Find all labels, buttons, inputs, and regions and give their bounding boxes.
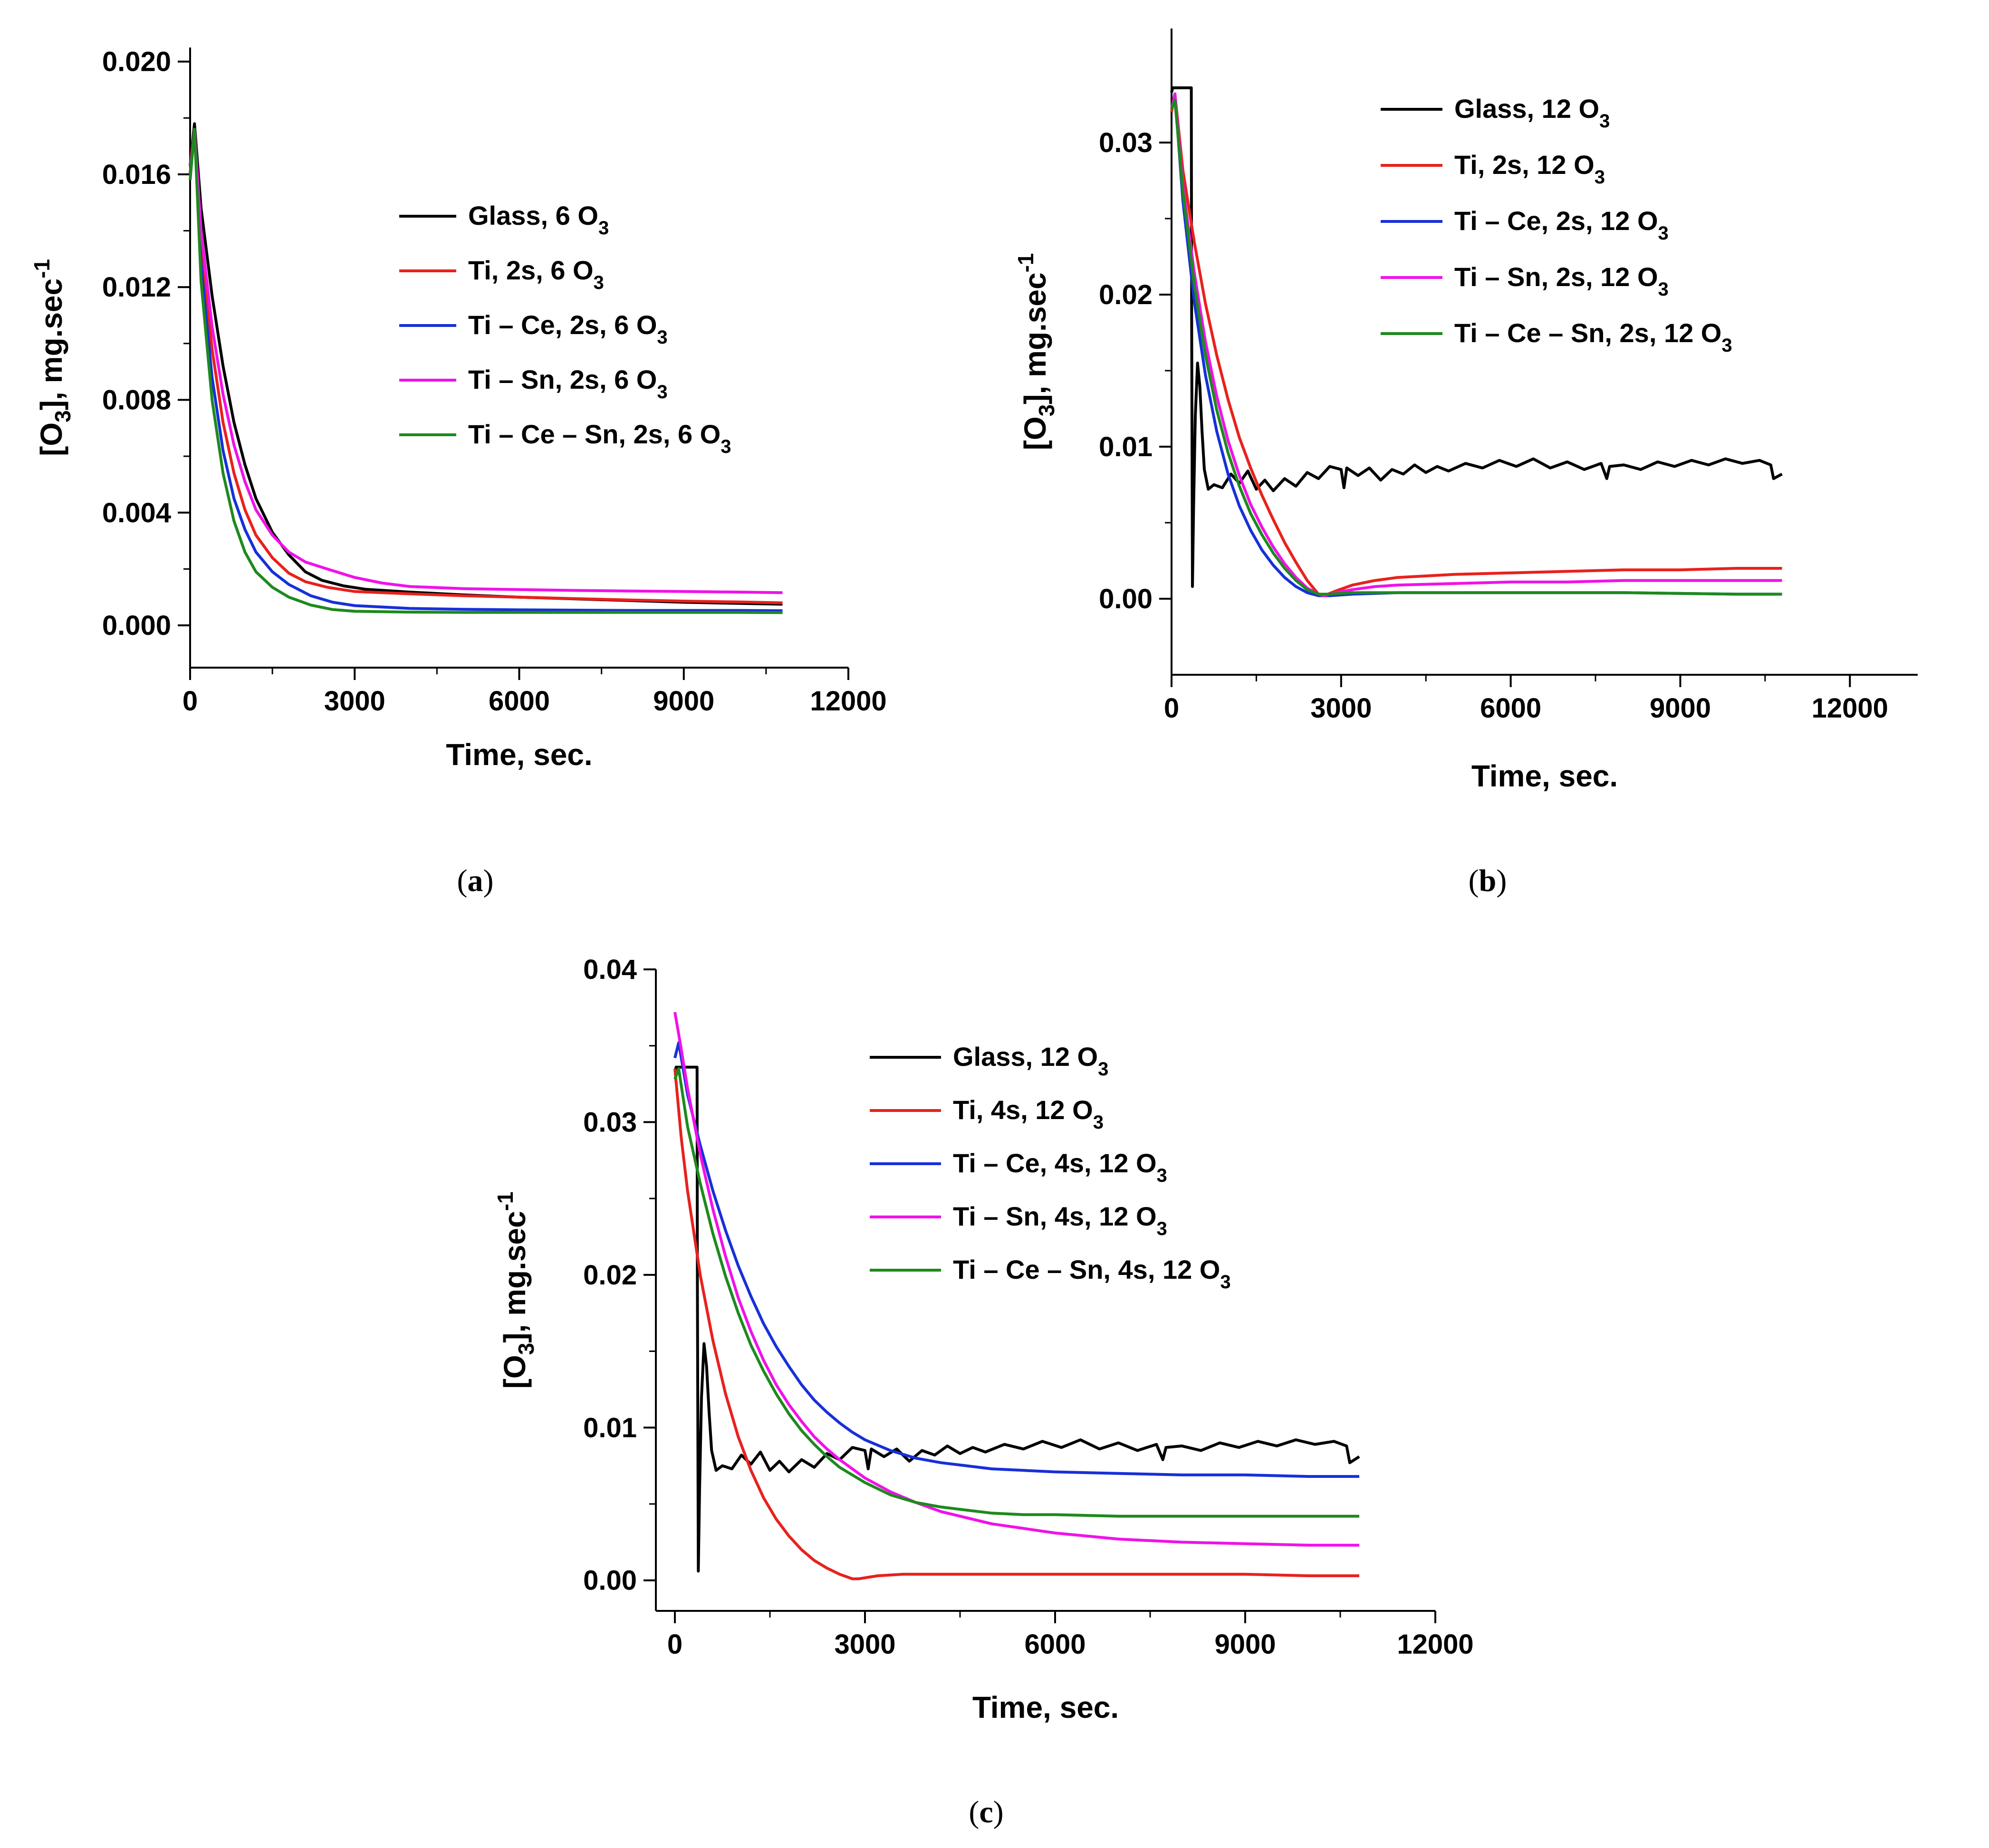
series-line-ti-ce (673, 1041, 1359, 1478)
x-axis-title: Time, sec. (446, 737, 592, 772)
legend-label-ti-ce: Ti – Ce, 2s, 6 O3 (468, 310, 668, 348)
y-tick-label: 0.004 (102, 498, 171, 528)
series-line-ti (673, 1068, 1359, 1580)
series-line-ti (1170, 92, 1782, 597)
x-tick-label: 3000 (834, 1629, 895, 1660)
y-tick-label: 0.008 (102, 384, 171, 415)
legend-label-ti-ce-sn: Ti – Ce – Sn, 2s, 6 O3 (468, 419, 731, 457)
x-tick-label: 12000 (810, 686, 886, 717)
y-tick-label: 0.012 (102, 272, 171, 303)
x-tick-label: 3000 (1310, 693, 1372, 724)
y-tick-label: 0.03 (583, 1107, 637, 1138)
x-tick-label: 9000 (1650, 693, 1711, 724)
legend-label-ti-sn: Ti – Sn, 4s, 12 O3 (953, 1201, 1167, 1239)
legend-label-glass: Glass, 12 O3 (953, 1042, 1108, 1080)
x-tick-label: 12000 (1397, 1629, 1473, 1660)
panel-label-b: (b) (1469, 863, 1507, 898)
x-axis-title: Time, sec. (972, 1690, 1119, 1724)
legend-label-ti-sn: Ti – Sn, 2s, 12 O3 (1454, 262, 1669, 300)
x-tick-label: 3000 (324, 686, 385, 717)
y-tick-label: 0.03 (1099, 127, 1153, 158)
x-tick-label: 6000 (489, 686, 550, 717)
series-line-ti (189, 128, 783, 604)
x-tick-label: 0 (667, 1629, 682, 1660)
x-tick-label: 9000 (653, 686, 714, 717)
y-tick-label: 0.01 (1099, 431, 1153, 462)
legend-label-ti: Ti, 4s, 12 O3 (953, 1095, 1104, 1133)
legend-label-glass: Glass, 12 O3 (1454, 94, 1610, 132)
x-tick-label: 6000 (1480, 693, 1541, 724)
y-tick-label: 0.01 (583, 1412, 637, 1443)
panel-label-c: (c) (969, 1795, 1003, 1829)
y-tick-label: 0.000 (102, 610, 171, 641)
panel-c-chart: 0 3000 6000 9000 12000 0.00 0.01 0.02 0.03 0.04 Ti… (493, 954, 1474, 1724)
y-axis-title: [O3], mg.sec-1 (29, 259, 75, 456)
y-tick-label: 0.00 (1099, 584, 1153, 614)
x-tick-label: 6000 (1024, 1629, 1086, 1660)
y-tick-label: 0.00 (583, 1565, 637, 1596)
y-tick-label: 0.016 (102, 159, 171, 190)
series-line-ti-sn (673, 1012, 1359, 1547)
series-line-ti-sn (189, 128, 783, 594)
y-axis-title: [O3], mg.sec-1 (493, 1191, 538, 1388)
y-axis-title: [O3], mg.sec-1 (1013, 253, 1059, 450)
legend-label-ti: Ti, 2s, 6 O3 (468, 255, 604, 293)
legend-label-ti-ce-sn: Ti – Ce – Sn, 2s, 12 O3 (1454, 318, 1732, 356)
legend-label-ti: Ti, 2s, 12 O3 (1454, 150, 1605, 188)
panel-b-chart: 0 3000 6000 9000 12000 0.00 0.01 0.02 0.03 Time, … (1013, 29, 1918, 793)
x-tick-label: 12000 (1812, 693, 1888, 724)
legend-label-ti-ce-sn: Ti – Ce – Sn, 4s, 12 O3 (953, 1254, 1231, 1293)
legend-label-glass: Glass, 6 O3 (468, 201, 609, 239)
legend-label-ti-ce: Ti – Ce, 2s, 12 O3 (1454, 206, 1669, 244)
y-tick-label: 0.020 (102, 47, 171, 77)
legend-label-ti-sn: Ti – Sn, 2s, 6 O3 (468, 364, 668, 402)
series-line-ti-ce (189, 128, 783, 613)
y-tick-label: 0.02 (583, 1260, 637, 1291)
y-tick-label: 0.02 (1099, 279, 1153, 310)
x-tick-label: 0 (183, 686, 198, 717)
series-line-ti-ce-sn (1170, 98, 1782, 596)
legend-label-ti-ce: Ti – Ce, 4s, 12 O3 (953, 1148, 1167, 1186)
series-line-glass (1170, 86, 1783, 588)
panel-a-chart: 0 3000 6000 9000 12000 0.000 0.004 0.008 0.012 0.… (29, 47, 887, 772)
x-axis-title: Time, sec. (1471, 759, 1618, 793)
series-line-ti-ce-sn (673, 1067, 1359, 1518)
panel-label-a: (a) (457, 863, 494, 898)
series-line-ti-ce-sn (189, 128, 783, 614)
x-tick-label: 0 (1164, 693, 1179, 724)
y-tick-label: 0.04 (583, 954, 637, 985)
x-tick-label: 9000 (1214, 1629, 1276, 1660)
